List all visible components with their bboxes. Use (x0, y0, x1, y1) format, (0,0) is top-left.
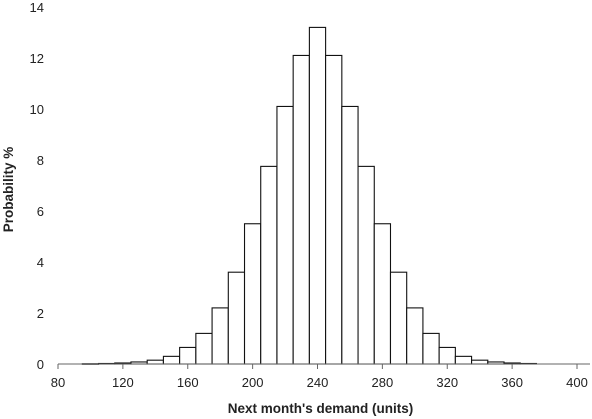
histogram-bar-5 (146, 359, 164, 365)
histogram-bar-19 (373, 223, 392, 365)
x-tick-label-2: 160 (177, 375, 199, 390)
histogram-bar-11 (243, 223, 262, 365)
y-tick-label-5: 10 (30, 102, 44, 117)
histogram-bar-20 (389, 271, 408, 365)
bars-group (81, 26, 537, 365)
x-tick-label-0: 80 (51, 375, 65, 390)
y-tick-label-2: 4 (37, 255, 44, 270)
histogram-bar-24 (454, 355, 473, 365)
y-tick-label-0: 0 (37, 357, 44, 372)
histogram-bar-12 (260, 165, 278, 365)
y-tick-label-6: 12 (30, 51, 44, 66)
x-axis-ticks: 80 120 160 200 240 280 320 360 400 (51, 364, 588, 390)
x-axis-title: Next month's demand (units) (228, 401, 413, 416)
histogram-bar-21 (406, 307, 424, 365)
x-tick-label-3: 200 (242, 375, 264, 390)
histogram-bar-9 (211, 307, 229, 365)
histogram-bar-18 (357, 165, 375, 365)
histogram-bar-8 (195, 332, 213, 365)
x-tick-label-4: 240 (307, 375, 329, 390)
histogram-bar-7 (179, 346, 197, 365)
x-tick-label-1: 120 (112, 375, 134, 390)
histogram-bar-13 (276, 105, 294, 365)
y-tick-label-4: 8 (37, 153, 44, 168)
histogram-bar-17 (341, 105, 359, 365)
histogram-bar-22 (422, 332, 440, 365)
histogram-bar-25 (471, 359, 489, 365)
histogram-bar-10 (227, 271, 246, 365)
histogram-bar-16 (325, 54, 343, 365)
y-tick-label-3: 6 (37, 204, 44, 219)
y-axis-ticks: 0 2 4 6 8 10 12 14 (30, 0, 44, 372)
y-tick-label-1: 2 (37, 306, 44, 321)
histogram-bar-23 (438, 346, 456, 365)
y-axis-title: Probability % (1, 147, 16, 233)
x-tick-label-8: 400 (566, 375, 588, 390)
histogram-bar-14 (292, 54, 310, 365)
y-tick-label-7: 14 (30, 0, 44, 15)
x-tick-label-7: 360 (501, 375, 523, 390)
histogram-bar-6 (162, 355, 181, 365)
histogram-bar-15 (308, 26, 327, 365)
x-tick-label-6: 320 (436, 375, 458, 390)
x-tick-label-5: 280 (372, 375, 394, 390)
